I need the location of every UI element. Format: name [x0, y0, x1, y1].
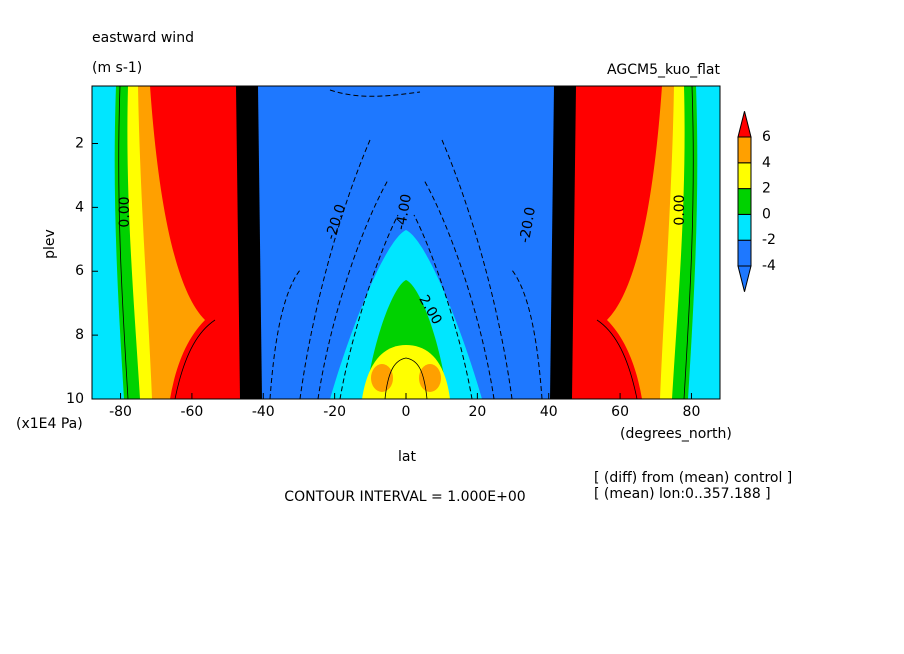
- units: (m s-1): [92, 60, 142, 76]
- x-axis-label: lat: [398, 449, 416, 465]
- colorbar-extend-low: [737, 265, 752, 292]
- contour-label: -20.0: [517, 206, 539, 244]
- contour-label: 0.00: [672, 194, 688, 225]
- colorbar-segment: [737, 162, 752, 190]
- contour-label: -4.00: [393, 193, 415, 231]
- note: [ (diff) from (mean) control ]: [594, 470, 792, 486]
- colorbar-segment: [737, 239, 752, 267]
- colorbar-segment: [737, 188, 752, 215]
- y-axis-label: plev: [42, 229, 58, 259]
- x-tick-label: -20: [323, 404, 346, 420]
- colorbar-label: 6: [762, 129, 771, 145]
- x-tick-label: -60: [180, 404, 203, 420]
- dataset-label: AGCM5_kuo_flat: [607, 62, 720, 78]
- x-tick-label: -40: [252, 404, 275, 420]
- colorbar-segment: [737, 136, 752, 164]
- contour-field: [92, 86, 720, 399]
- x-tick-label: 40: [540, 404, 558, 420]
- x-tick-label: 20: [468, 404, 486, 420]
- contour-label: 0.00: [117, 196, 133, 227]
- colorbar-label: -4: [762, 258, 776, 274]
- chart-title: eastward wind: [92, 30, 194, 46]
- note: [ (mean) lon:0..357.188 ]: [594, 486, 771, 502]
- y-tick-label: 2: [75, 135, 84, 151]
- y-tick-label: 6: [75, 263, 84, 279]
- colorbar-label: 0: [762, 206, 771, 222]
- y-tick-label: 4: [75, 199, 84, 215]
- x-tick-label: 60: [611, 404, 629, 420]
- colorbar-label: 4: [762, 155, 771, 171]
- y-axis-units: (x1E4 Pa): [16, 416, 83, 432]
- colorbar-label: 2: [762, 181, 771, 197]
- x-tick-label: 0: [402, 404, 411, 420]
- x-tick-label: -80: [109, 404, 132, 420]
- colorbar-extend-high: [737, 111, 752, 138]
- y-tick-label: 8: [75, 327, 84, 343]
- colorbar-segment: [737, 213, 752, 241]
- x-axis-units: (degrees_north): [620, 426, 732, 442]
- y-tick-label: 10: [66, 391, 84, 407]
- contour-interval: CONTOUR INTERVAL = 1.000E+00: [284, 489, 525, 505]
- x-tick-label: 80: [683, 404, 701, 420]
- colorbar-label: -2: [762, 232, 776, 248]
